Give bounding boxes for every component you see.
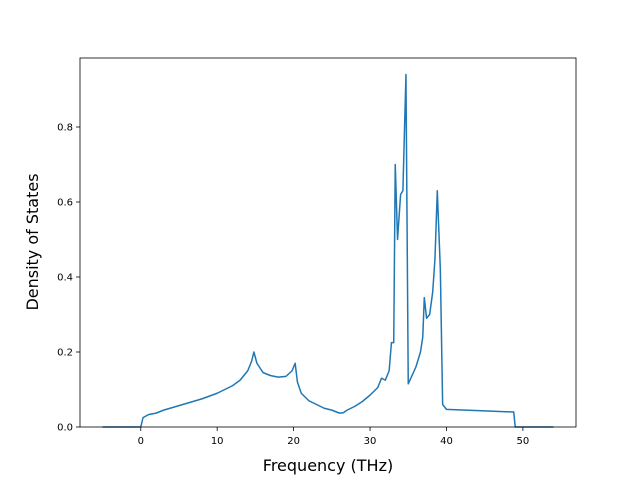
y-axis-label: Density of States [23,173,42,310]
plot-frame [79,57,577,428]
x-tick-label: 50 [517,436,530,447]
x-tick-label: 20 [287,436,300,447]
y-tick-label: 0.8 [57,123,73,134]
line [102,73,554,428]
x-tick-label: 10 [211,436,224,447]
x-tick-label: 40 [440,436,453,447]
y-tick-label: 0.6 [57,198,73,209]
y-tick-label: 0.2 [57,348,73,359]
x-axis-label: Frequency (THz) [263,456,393,475]
x-tick-label: 30 [364,436,377,447]
y-tick-label: 0.0 [57,423,73,434]
x-tick-label: 0 [138,436,144,447]
y-tick-label: 0.4 [57,273,73,284]
